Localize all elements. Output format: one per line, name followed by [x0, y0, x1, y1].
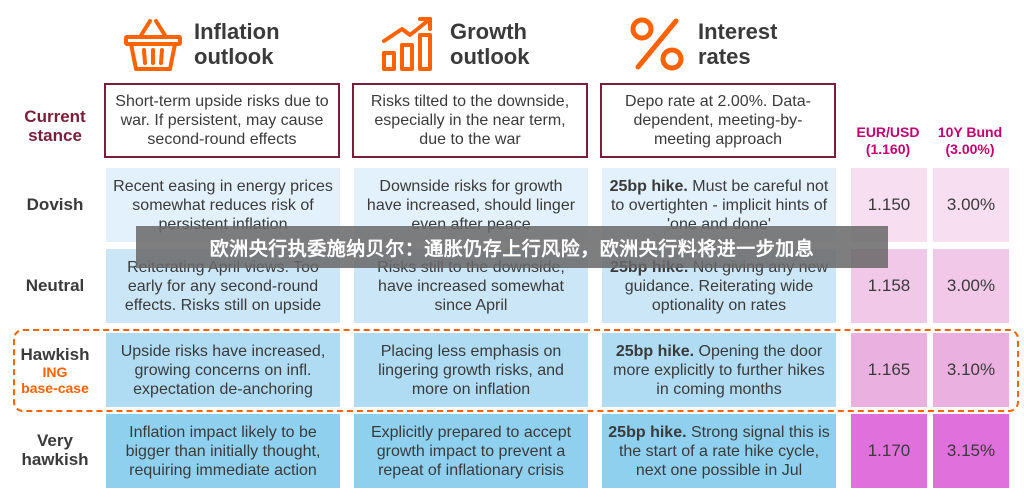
- eurusd-header-value: (1.160): [865, 141, 911, 157]
- very-hawkish-bund-cell: 3.15%: [933, 414, 1009, 488]
- row-label-very-hawkish: Very hawkish: [4, 414, 106, 486]
- hawkish-rates-cell: 25bp hike. Opening the door more explici…: [602, 333, 836, 407]
- dovish-inflation-text: Recent easing in energy prices somewhat …: [113, 177, 333, 233]
- very-hawkish-rates-text: Strong signal this is the start of a rat…: [618, 423, 830, 479]
- very-hawkish-rates-cell: 25bp hike. Strong signal this is the sta…: [602, 414, 836, 488]
- current-growth-cell: Risks tilted to the downside, especially…: [352, 83, 588, 158]
- hawkish-rates-bold: 25bp hike.: [615, 342, 695, 360]
- row-label-current: Current stance: [4, 90, 106, 162]
- row-label-dovish: Dovish: [4, 168, 106, 240]
- dovish-rates-bold: 25bp hike.: [609, 177, 688, 195]
- shopping-basket-icon: [124, 19, 182, 71]
- hawkish-inflation-cell: Upside risks have increased, growing con…: [106, 333, 340, 407]
- hawkish-growth-text: Placing less emphasis on lingering growt…: [378, 342, 564, 398]
- row-label-dovish-text: Dovish: [26, 194, 84, 214]
- eurusd-header: EUR/USD (1.160): [848, 124, 928, 158]
- hawkish-bund-value: 3.10%: [946, 360, 996, 379]
- percent-icon: [630, 17, 684, 71]
- dovish-bund-cell: 3.00%: [933, 168, 1009, 242]
- row-label-neutral-text: Neutral: [25, 275, 85, 295]
- row-label-hawkish-text: Hawkish: [20, 344, 90, 364]
- row-label-hawkish-ing: ING: [42, 363, 68, 380]
- dovish-bund-value: 3.00%: [946, 195, 996, 214]
- bund-header-label: 10Y Bund: [937, 124, 1003, 140]
- row-label-neutral: Neutral: [4, 249, 106, 321]
- row-label-hawkish-base-case: base-case: [21, 379, 89, 396]
- dovish-growth-text: Downside risks for growth have increased…: [366, 177, 576, 233]
- rates-header-title: Interest rates: [698, 19, 778, 69]
- rates-header: Interest rates: [626, 8, 777, 80]
- row-label-hawkish: Hawkish ING base-case: [4, 333, 106, 407]
- bund-header: 10Y Bund (3.00%): [930, 124, 1010, 158]
- current-inflation-text: Short-term upside risks due to war. If p…: [115, 93, 329, 148]
- growth-chart-icon: [382, 17, 432, 71]
- current-rates-text: Depo rate at 2.00%. Data-dependent, meet…: [625, 93, 811, 148]
- very-hawkish-inflation-text: Inflation impact likely to be bigger tha…: [125, 423, 321, 479]
- very-hawkish-eurusd-cell: 1.170: [851, 414, 927, 488]
- dovish-rates-text: Must be careful not to overtighten - imp…: [610, 177, 829, 233]
- very-hawkish-eurusd-value: 1.170: [867, 441, 911, 460]
- hawkish-growth-cell: Placing less emphasis on lingering growt…: [354, 333, 588, 407]
- hawkish-rates-text: Opening the door more explicitly to furt…: [613, 342, 825, 398]
- neutral-bund-cell: 3.00%: [933, 249, 1009, 323]
- dovish-eurusd-value: 1.150: [867, 195, 911, 214]
- neutral-bund-value: 3.00%: [946, 276, 996, 295]
- eurusd-header-label: EUR/USD: [856, 124, 920, 140]
- very-hawkish-growth-cell: Explicitly prepared to accept growth imp…: [354, 414, 588, 488]
- headline-banner-text: 欧洲央行执委施纳贝尔：通胀仍存上行风险，欧洲央行料将进一步加息: [209, 238, 815, 260]
- very-hawkish-bund-value: 3.15%: [946, 441, 996, 460]
- growth-header: Growth outlook: [378, 8, 529, 80]
- inflation-header-title: Inflation outlook: [194, 19, 280, 69]
- neutral-eurusd-value: 1.158: [867, 276, 911, 295]
- very-hawkish-growth-text: Explicitly prepared to accept growth imp…: [370, 423, 572, 479]
- bund-header-value: (3.00%): [945, 141, 995, 157]
- hawkish-bund-cell: 3.10%: [933, 333, 1009, 407]
- inflation-header: Inflation outlook: [122, 8, 280, 80]
- very-hawkish-rates-bold: 25bp hike.: [608, 423, 687, 441]
- very-hawkish-inflation-cell: Inflation impact likely to be bigger tha…: [106, 414, 340, 488]
- growth-header-title: Growth outlook: [450, 19, 530, 69]
- current-inflation-cell: Short-term upside risks due to war. If p…: [104, 83, 340, 158]
- current-rates-cell: Depo rate at 2.00%. Data-dependent, meet…: [600, 83, 836, 158]
- hawkish-eurusd-cell: 1.165: [851, 333, 927, 407]
- hawkish-inflation-text: Upside risks have increased, growing con…: [120, 342, 326, 398]
- current-growth-text: Risks tilted to the downside, especially…: [370, 93, 570, 148]
- headline-banner: 欧洲央行执委施纳贝尔：通胀仍存上行风险，欧洲央行料将进一步加息: [136, 226, 888, 268]
- row-label-very-hawkish-text: Very hawkish: [21, 431, 89, 469]
- hawkish-eurusd-value: 1.165: [867, 360, 911, 379]
- row-label-current-text: Current stance: [24, 107, 86, 145]
